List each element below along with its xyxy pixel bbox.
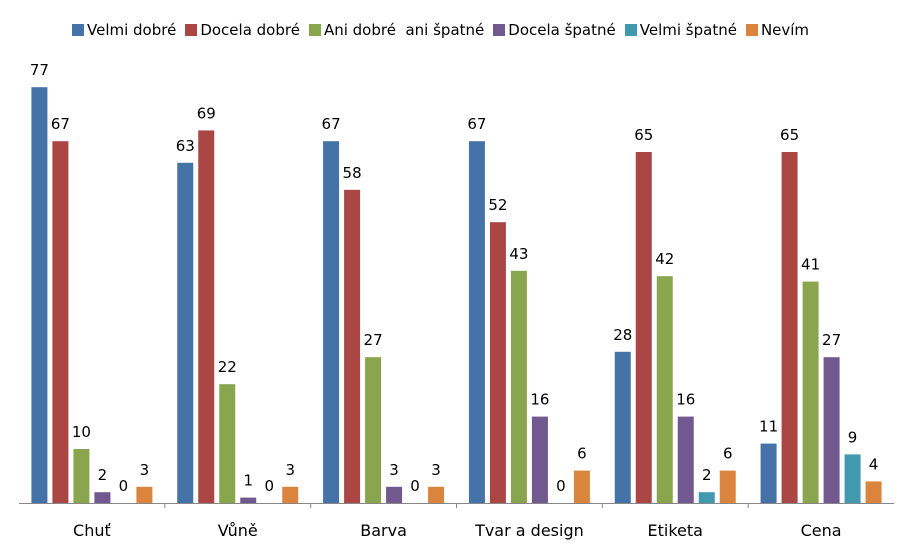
data-label-cena-docela-dobre: 65 — [780, 126, 799, 144]
data-label-etiketa-ani-dobre-ani-spatne: 42 — [655, 250, 674, 268]
x-tick-label-tvar-a-design: Tvar a design — [474, 521, 584, 540]
data-label-barva-ani-dobre-ani-spatne: 27 — [364, 331, 383, 349]
bar-etiketa-docela-dobre — [635, 152, 652, 503]
legend-item-ani-dobre-ani-spatne: Ani dobré ani špatné — [308, 21, 485, 39]
chart-legend: Velmi dobré Docela dobré Ani dobré ani š… — [72, 20, 818, 40]
legend-item-velmi-dobre: Velmi dobré — [72, 21, 176, 39]
legend-label-ani-dobre-ani-spatne: Ani dobré ani špatné — [323, 21, 485, 39]
bar-cena-velmi-spatne — [844, 454, 861, 503]
data-label-vune-velmi-dobre: 63 — [176, 137, 195, 155]
data-label-etiketa-nevim: 6 — [723, 445, 733, 463]
bar-tvar-a-design-nevim — [573, 470, 590, 503]
bar-barva-nevim — [428, 486, 445, 503]
bar-barva-docela-spatne — [386, 486, 403, 503]
legend-swatch-ani-dobre-ani-spatne — [308, 24, 321, 36]
bar-barva-docela-dobre — [344, 189, 361, 504]
data-label-barva-velmi-dobre: 67 — [322, 115, 341, 133]
data-label-chut-velmi-spatne: 0 — [119, 477, 129, 495]
bar-cena-ani-dobre-ani-spatne — [802, 281, 819, 503]
data-label-vune-velmi-spatne: 0 — [264, 477, 274, 495]
data-label-cena-ani-dobre-ani-spatne: 41 — [801, 256, 820, 274]
legend-swatch-velmi-dobre — [72, 24, 84, 36]
bar-chut-velmi-dobre — [31, 87, 48, 503]
bar-chut-ani-dobre-ani-spatne — [73, 449, 90, 503]
data-label-vune-nevim: 3 — [285, 461, 295, 479]
legend-swatch-nevim — [745, 24, 758, 36]
bar-chut-docela-spatne — [94, 492, 111, 503]
bar-cena-docela-spatne — [823, 357, 840, 503]
bar-cena-velmi-dobre — [760, 443, 777, 503]
data-label-barva-nevim: 3 — [431, 461, 441, 479]
data-label-chut-ani-dobre-ani-spatne: 10 — [72, 423, 91, 441]
data-label-barva-velmi-spatne: 0 — [410, 477, 420, 495]
bar-tvar-a-design-velmi-dobre — [468, 141, 485, 503]
bar-vune-velmi-dobre — [177, 162, 194, 504]
legend-swatch-docela-spatne — [493, 24, 506, 36]
bar-etiketa-velmi-dobre — [614, 351, 631, 503]
bar-vune-docela-dobre — [198, 130, 215, 503]
data-label-etiketa-velmi-spatne: 2 — [702, 466, 712, 484]
bar-tvar-a-design-docela-spatne — [531, 416, 548, 503]
bar-chut-docela-dobre — [52, 141, 69, 503]
legend-item-docela-dobre: Docela dobré — [185, 21, 300, 39]
data-label-barva-docela-spatne: 3 — [389, 461, 399, 479]
data-label-chut-velmi-dobre: 77 — [30, 61, 49, 79]
data-label-tvar-a-design-velmi-spatne: 0 — [556, 477, 566, 495]
legend-label-velmi-spatne: Velmi špatné — [639, 21, 737, 39]
bar-etiketa-ani-dobre-ani-spatne — [656, 276, 673, 503]
legend-label-velmi-dobre: Velmi dobré — [87, 21, 177, 39]
data-label-etiketa-docela-spatne: 16 — [676, 391, 695, 409]
legend-swatch-docela-dobre — [185, 24, 198, 36]
data-label-vune-docela-dobre: 69 — [197, 104, 216, 122]
legend-label-docela-spatne: Docela špatné — [508, 21, 616, 39]
x-tick-label-vune: Vůně — [218, 521, 258, 540]
bar-vune-docela-spatne — [240, 497, 257, 503]
legend-item-docela-spatne: Docela špatné — [493, 21, 616, 39]
data-label-barva-docela-dobre: 58 — [343, 164, 362, 182]
bar-tvar-a-design-docela-dobre — [489, 222, 506, 503]
legend-label-docela-dobre: Docela dobré — [200, 21, 300, 39]
x-tick-label-barva: Barva — [360, 521, 407, 540]
x-tick-label-chut: Chuť — [73, 521, 111, 540]
data-label-cena-nevim: 4 — [869, 455, 879, 473]
bar-vune-ani-dobre-ani-spatne — [219, 384, 236, 503]
data-label-tvar-a-design-velmi-dobre: 67 — [467, 115, 486, 133]
legend-swatch-velmi-spatne — [624, 24, 637, 36]
data-label-cena-docela-spatne: 27 — [822, 331, 841, 349]
bar-barva-velmi-dobre — [323, 141, 340, 503]
data-label-etiketa-velmi-dobre: 28 — [613, 326, 632, 344]
x-tick-label-cena: Cena — [801, 521, 842, 540]
bar-etiketa-velmi-spatne — [698, 492, 715, 503]
x-tick-label-etiketa: Etiketa — [648, 521, 703, 540]
data-label-chut-docela-dobre: 67 — [51, 115, 70, 133]
bar-barva-ani-dobre-ani-spatne — [365, 357, 382, 503]
bar-tvar-a-design-ani-dobre-ani-spatne — [510, 270, 527, 503]
data-label-etiketa-docela-dobre: 65 — [634, 126, 653, 144]
data-label-cena-velmi-dobre: 11 — [759, 418, 778, 436]
data-label-vune-docela-spatne: 1 — [243, 472, 253, 490]
data-label-chut-nevim: 3 — [140, 461, 150, 479]
bar-vune-nevim — [282, 486, 299, 503]
bar-cena-docela-dobre — [781, 152, 798, 503]
data-label-tvar-a-design-docela-spatne: 16 — [530, 391, 549, 409]
legend-item-velmi-spatne: Velmi špatné — [624, 21, 737, 39]
data-label-tvar-a-design-ani-dobre-ani-spatne: 43 — [509, 245, 528, 263]
bar-etiketa-nevim — [719, 470, 736, 503]
data-label-tvar-a-design-nevim: 6 — [577, 445, 587, 463]
legend-label-nevim: Nevím — [760, 21, 810, 39]
data-label-cena-velmi-spatne: 9 — [848, 428, 858, 446]
bar-etiketa-docela-spatne — [677, 416, 694, 503]
data-label-tvar-a-design-docela-dobre: 52 — [488, 196, 507, 214]
data-label-chut-docela-spatne: 2 — [98, 466, 108, 484]
bar-chut-nevim — [136, 486, 153, 503]
data-label-vune-ani-dobre-ani-spatne: 22 — [218, 358, 237, 376]
legend-item-nevim: Nevím — [745, 21, 810, 39]
bar-cena-nevim — [865, 481, 882, 503]
